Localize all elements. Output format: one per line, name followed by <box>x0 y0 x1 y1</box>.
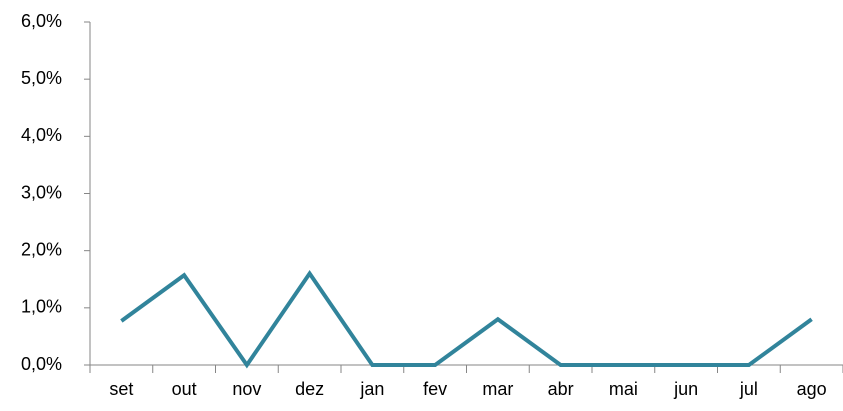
y-tick-label: 5,0% <box>21 68 62 88</box>
x-tick-label: jun <box>673 379 698 399</box>
x-tick-label: nov <box>232 379 261 399</box>
x-tick-label: abr <box>548 379 574 399</box>
y-tick-label: 6,0% <box>21 11 62 31</box>
x-tick-label: jan <box>359 379 384 399</box>
x-tick-label: dez <box>295 379 324 399</box>
y-tick-label: 0,0% <box>21 354 62 374</box>
y-tick-label: 2,0% <box>21 239 62 259</box>
x-tick-label: jul <box>739 379 758 399</box>
x-tick-label: set <box>109 379 133 399</box>
y-tick-label: 1,0% <box>21 297 62 317</box>
x-tick-label: ago <box>797 379 827 399</box>
y-tick-label: 4,0% <box>21 125 62 145</box>
y-tick-label: 3,0% <box>21 182 62 202</box>
line-series <box>120 269 813 369</box>
x-tick-label: mai <box>609 379 638 399</box>
x-tick-label: fev <box>423 379 447 399</box>
x-tick-label: mar <box>482 379 513 399</box>
x-tick-label: out <box>172 379 197 399</box>
